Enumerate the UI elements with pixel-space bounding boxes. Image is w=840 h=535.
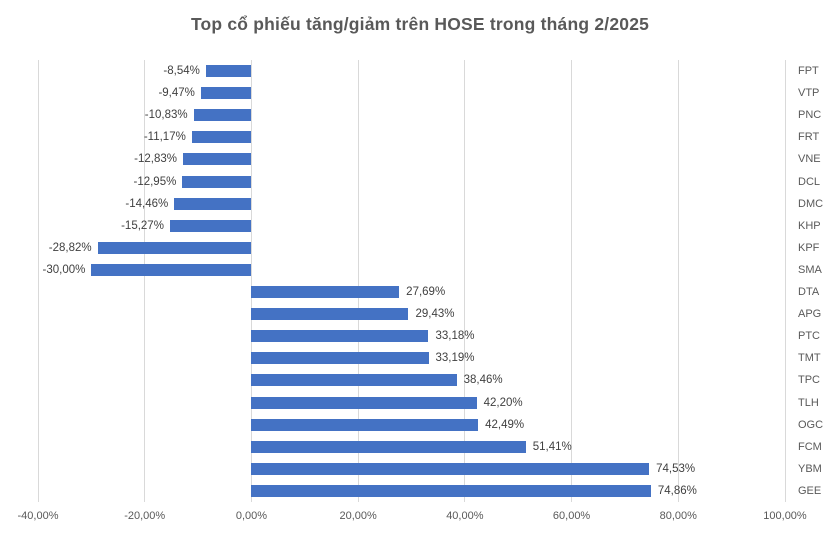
bar-value-label: 42,49% (485, 418, 525, 431)
bar-fcm (251, 440, 526, 453)
bar-apg (251, 308, 409, 321)
bar-khp (169, 219, 252, 232)
bar-value-label: -28,82% (48, 241, 92, 254)
category-label-fcm: FCM (798, 440, 822, 453)
category-label-kpf: KPF (798, 241, 820, 254)
category-label-dcl: DCL (798, 175, 821, 188)
bar-value-label: 33,18% (435, 330, 475, 343)
bar-pnc (193, 109, 252, 122)
bar-value-label: -30,00% (42, 263, 86, 276)
bar-value-label: 29,43% (415, 308, 455, 321)
bar-value-label: -8,54% (163, 65, 200, 78)
bar-gee (251, 484, 651, 497)
bar-value-label: -14,46% (125, 197, 169, 210)
gridline (37, 60, 39, 502)
bar-tmt (251, 352, 429, 365)
bar-value-label: -15,27% (121, 219, 164, 232)
category-label-sma: SMA (798, 263, 822, 276)
bar-fpt (205, 65, 252, 78)
gridline (784, 60, 786, 502)
x-axis-tick-label: 20,00% (339, 510, 377, 522)
bar-value-label: -12,95% (133, 175, 177, 188)
bar-dmc (174, 197, 252, 210)
bar-tpc (251, 374, 457, 387)
bar-value-label: -11,17% (143, 131, 186, 144)
gridline (250, 60, 252, 502)
category-label-frt: FRT (798, 131, 820, 144)
bar-value-label: 74,86% (657, 484, 697, 497)
gridline (677, 60, 679, 502)
bar-value-label: 42,20% (483, 396, 523, 409)
bar-ptc (251, 330, 429, 343)
bar-tlh (251, 396, 477, 409)
bar-sma (91, 263, 252, 276)
gridline (464, 60, 466, 502)
category-label-gee: GEE (798, 484, 822, 497)
chart-title: Top cổ phiếu tăng/giảm trên HOSE trong t… (190, 14, 650, 34)
category-label-tpc: TPC (798, 374, 820, 387)
x-axis-tick-label: 80,00% (659, 510, 697, 522)
category-label-tlh: TLH (798, 396, 819, 409)
x-axis-tick-label: 0,00% (235, 510, 268, 522)
bar-value-label: -10,83% (144, 109, 188, 122)
category-label-dta: DTA (798, 286, 820, 299)
bar-ybm (251, 462, 650, 475)
bar-dta (251, 286, 400, 299)
bar-dcl (182, 175, 252, 188)
bar-ogc (251, 418, 479, 431)
x-axis-tick-label: -20,00% (124, 510, 166, 522)
category-label-fpt: FPT (798, 65, 819, 78)
bar-value-label: -12,83% (134, 153, 177, 166)
category-label-vtp: VTP (798, 87, 820, 100)
bar-value-label: 51,41% (532, 440, 572, 453)
bar-value-label: 74,53% (656, 462, 696, 475)
category-label-vne: VNE (798, 153, 821, 166)
x-axis-tick-label: 60,00% (552, 510, 591, 522)
bar-vtp (200, 87, 252, 100)
category-label-khp: KHP (798, 219, 821, 232)
category-label-ptc: PTC (798, 330, 820, 343)
bar-vne (182, 153, 252, 166)
x-axis-tick-label: -40,00% (17, 510, 59, 522)
category-label-apg: APG (798, 308, 822, 321)
category-label-ogc: OGC (798, 418, 824, 431)
bar-value-label: -9,47% (158, 87, 195, 100)
bar-value-label: 27,69% (406, 286, 446, 299)
category-label-tmt: TMT (798, 352, 821, 365)
category-label-ybm: YBM (798, 462, 822, 475)
bar-frt (191, 131, 252, 144)
x-axis-tick-label: 100,00% (763, 510, 807, 522)
x-axis-tick-label: 40,00% (446, 510, 484, 522)
bar-value-label: 33,19% (435, 352, 475, 365)
category-label-pnc: PNC (798, 109, 822, 122)
bar-value-label: 38,46% (463, 374, 503, 387)
gridline (144, 60, 146, 502)
category-label-dmc: DMC (798, 197, 824, 210)
gridline (357, 60, 359, 502)
bar-kpf (97, 241, 252, 254)
gridline (571, 60, 573, 502)
